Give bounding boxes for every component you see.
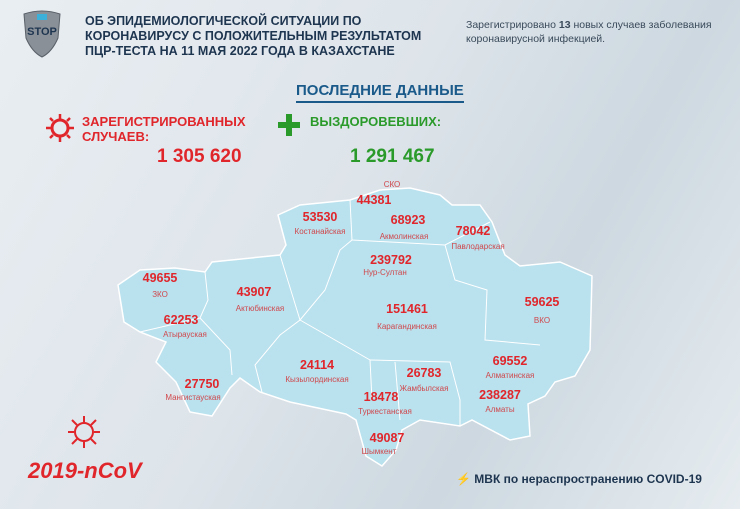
- note-text: коронавирусной инфекцией.: [466, 33, 606, 45]
- region-value: 43907: [236, 285, 272, 299]
- lightning-icon: ⚡: [456, 472, 471, 486]
- registered-value: 1 305 620: [157, 146, 242, 167]
- region-value: 24114: [299, 358, 335, 372]
- latest-data-heading: ПОСЛЕДНИЕ ДАННЫЕ: [296, 82, 464, 103]
- region-value: 69552: [492, 354, 528, 368]
- region-name: Актюбинская: [235, 304, 285, 313]
- brand-label: 2019-nCoV: [28, 458, 142, 483]
- title-line: ПЦР-ТЕСТА НА 11 МАЯ 2022 ГОДА В КАЗАХСТА…: [85, 44, 395, 58]
- region-name: Туркестанская: [358, 407, 412, 416]
- region-name: ЗКО: [152, 290, 168, 299]
- region-value: 78042: [455, 224, 491, 238]
- region-value: 27750: [184, 377, 220, 391]
- region-name: Жамбылская: [399, 384, 449, 393]
- region-name: Алматинская: [485, 371, 535, 380]
- virus-icon: [46, 114, 74, 142]
- registered-label: ЗАРЕГИСТРИРОВАННЫХ СЛУЧАЕВ:: [82, 114, 246, 144]
- label-line: СЛУЧАЕВ:: [82, 129, 150, 144]
- footer-text: МВК по нераспространению COVID-19: [474, 472, 702, 486]
- region-value: 59625: [524, 295, 560, 309]
- region-name: Акмолинская: [379, 232, 429, 241]
- region-value: 68923: [390, 213, 426, 227]
- title-line: КОРОНАВИРУСУ С ПОЛОЖИТЕЛЬНЫМ РЕЗУЛЬТАТОМ: [85, 29, 422, 43]
- plus-icon: [278, 114, 300, 136]
- new-cases-note: Зарегистрировано 13 новых случаев заболе…: [466, 18, 712, 46]
- page-title: ОБ ЭПИДЕМИОЛОГИЧЕСКОЙ СИТУАЦИИ ПО КОРОНА…: [85, 14, 421, 59]
- region-value: 238287: [479, 388, 521, 402]
- region-name: ВКО: [533, 316, 551, 325]
- stop-shield-logo: STOP: [23, 10, 61, 58]
- region-value: 239792: [370, 253, 412, 267]
- region-value: 49087: [369, 431, 405, 445]
- region-name: Алматы: [485, 405, 515, 414]
- region-name: Нур-Султан: [363, 268, 407, 277]
- region-value: 53530: [302, 210, 338, 224]
- region-value: 49655: [142, 271, 178, 285]
- note-text: Зарегистрировано: [466, 19, 559, 31]
- note-text: новых случаев заболевания: [570, 19, 712, 31]
- region-name: Павлодарская: [451, 242, 505, 251]
- region-value: 44381: [356, 193, 392, 207]
- virus-icon: [68, 416, 100, 448]
- region-name: Костанайская: [294, 227, 346, 236]
- region-name: СКО: [383, 180, 401, 189]
- region-name: Мангистауская: [165, 393, 221, 402]
- footer: ⚡ МВК по нераспространению COVID-19: [456, 472, 702, 486]
- label-line: ЗАРЕГИСТРИРОВАННЫХ: [82, 114, 246, 129]
- region-name: Шымкент: [361, 447, 397, 456]
- region-name: Карагандинская: [377, 322, 437, 331]
- region-borders: [139, 199, 541, 426]
- title-line: ОБ ЭПИДЕМИОЛОГИЧЕСКОЙ СИТУАЦИИ ПО: [85, 14, 362, 28]
- svg-text:STOP: STOP: [27, 26, 57, 38]
- region-value: 62253: [163, 313, 199, 327]
- map-outline: [117, 187, 593, 467]
- region-name: Кызылординская: [285, 375, 349, 384]
- region-value: 18478: [363, 390, 399, 404]
- recovered-value: 1 291 467: [350, 146, 435, 167]
- region-value: 151461: [386, 302, 428, 316]
- new-cases-count: 13: [558, 19, 571, 31]
- region-value: 26783: [406, 366, 442, 380]
- region-name: Атырауская: [163, 330, 207, 339]
- recovered-label: ВЫЗДОРОВЕВШИХ:: [310, 114, 442, 129]
